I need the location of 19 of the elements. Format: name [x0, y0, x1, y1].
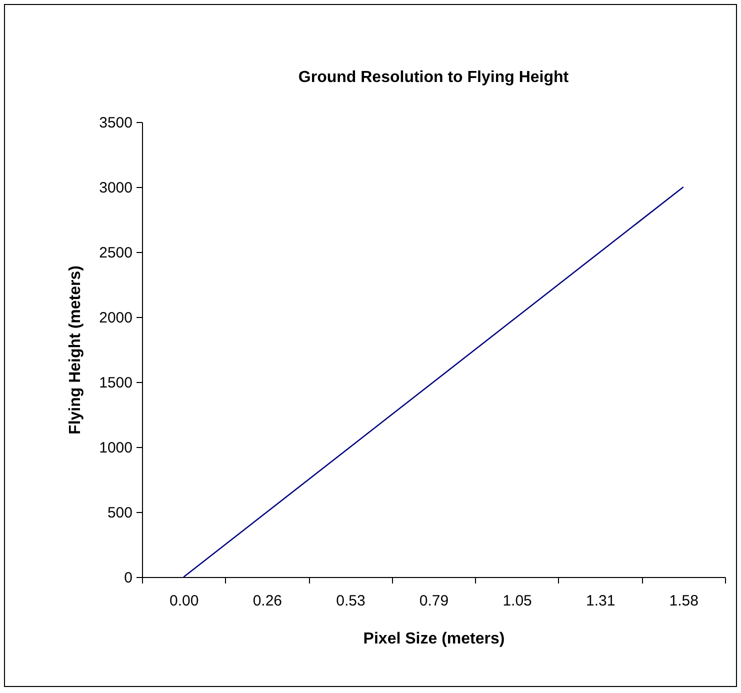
- y-tick-label: 2500: [99, 244, 132, 262]
- y-tick-label: 2000: [99, 310, 132, 326]
- y-tick-label: 1000: [99, 440, 132, 456]
- chart-title: Ground Resolution to Flying Height: [298, 69, 570, 86]
- x-tick-label: 1.05: [502, 592, 532, 610]
- x-tick-label: 0.79: [419, 592, 449, 610]
- x-tick-label: 0.26: [252, 592, 282, 610]
- x-tick-label: 0.00: [170, 592, 199, 610]
- y-tick-label: 3000: [99, 180, 132, 196]
- y-tick-label: 0: [124, 570, 132, 586]
- y-axis-title: Flying Height (meters): [67, 266, 84, 434]
- x-axis-title: Pixel Size (meters): [363, 630, 505, 648]
- x-tick-label: 1.31: [586, 592, 616, 610]
- y-tick-label: 1500: [99, 374, 132, 392]
- x-tick-label: 1.58: [669, 592, 698, 610]
- x-tick-label: 0.53: [336, 592, 366, 610]
- line-series: [182, 186, 684, 578]
- y-tick-label: 500: [107, 504, 132, 522]
- y-tick-label: 3500: [99, 114, 132, 132]
